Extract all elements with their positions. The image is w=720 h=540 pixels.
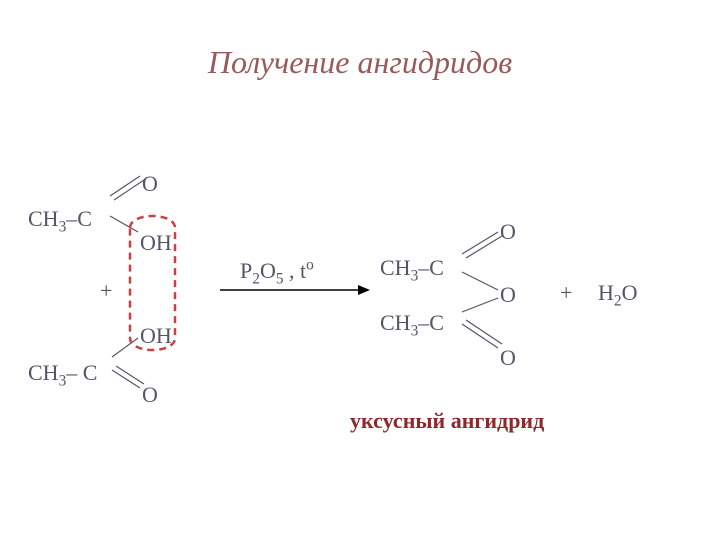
product-top-O: O	[500, 219, 516, 245]
reactant-bottom-ch3c: CH3– C	[28, 360, 97, 386]
product-bottom-ch3c: CH3–C	[380, 310, 444, 336]
product-bottom-O: O	[500, 345, 516, 371]
product-bridge-O: O	[500, 282, 516, 308]
water-product: H2O	[598, 280, 637, 306]
product-label: уксусный ангидрид	[350, 408, 544, 434]
product-top-ch3c: CH3–C	[380, 255, 444, 281]
reactant-bottom-O: O	[142, 382, 158, 408]
bonds-overlay	[0, 0, 720, 540]
reactant-top-O: O	[142, 171, 158, 197]
arrow-label: P2O5 , to	[240, 258, 314, 284]
page-title: Получение ангидридов	[0, 44, 720, 81]
reactant-bottom-OH: OH	[140, 323, 172, 349]
reactant-top-ch3c: CH3–C	[28, 206, 92, 232]
reactant-top-OH: OH	[140, 230, 172, 256]
plus-left: +	[100, 278, 112, 304]
plus-right: +	[560, 280, 572, 306]
